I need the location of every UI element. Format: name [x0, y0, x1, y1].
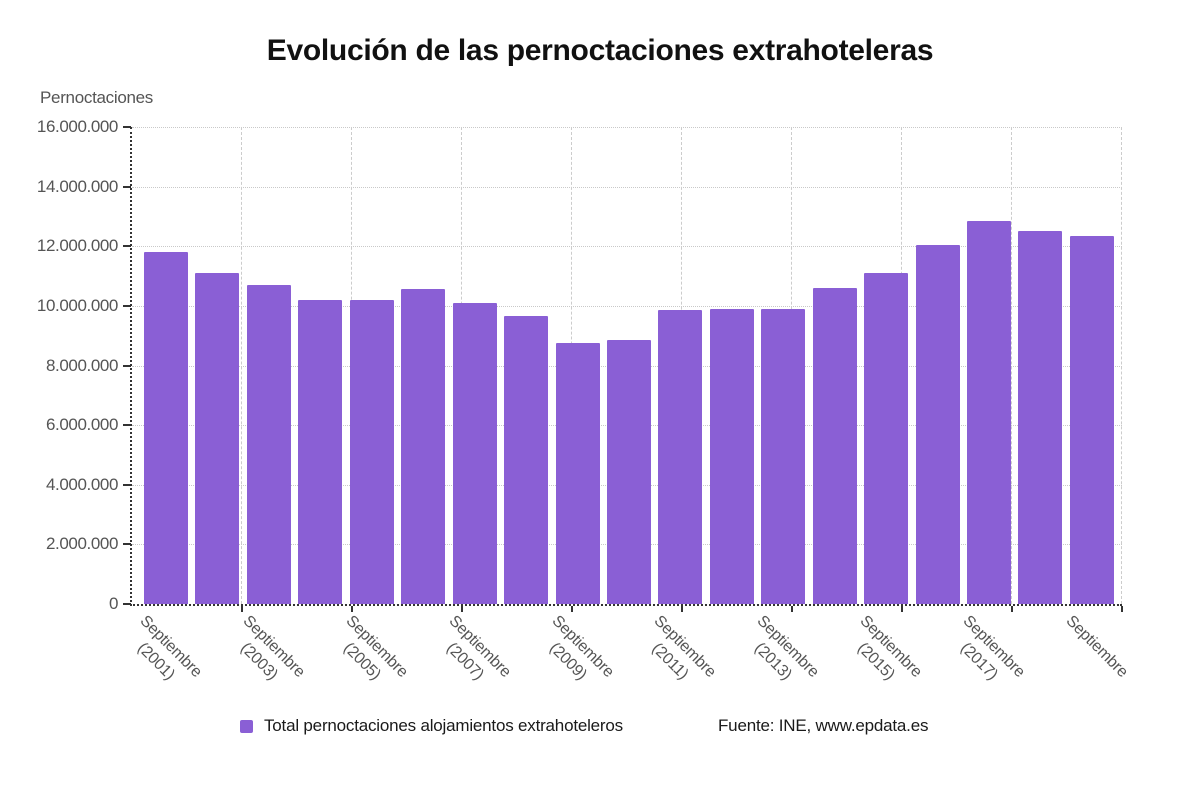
bar-septiembre-2008[interactable]: [504, 316, 549, 604]
x-gridline: [1121, 127, 1122, 604]
x-tick-label: Septiembre (2011): [648, 612, 720, 684]
x-axis-tick: [1121, 606, 1123, 612]
legend-label: Total pernoctaciones alojamientos extrah…: [264, 716, 623, 735]
legend-swatch-icon: [240, 719, 253, 733]
x-tick-label: Septiembre (2009): [545, 612, 617, 684]
bar-septiembre-2003[interactable]: [246, 285, 291, 604]
bar-septiembre-2018[interactable]: [1018, 231, 1063, 604]
y-tick-label: 2.000.000: [45, 534, 118, 554]
y-gridline: [132, 305, 1122, 307]
x-tick-label: Septiembre (2003): [236, 612, 308, 684]
y-axis-tick: [123, 304, 131, 307]
x-axis-tick: [461, 606, 463, 612]
x-tick-label: Septiembre (2015): [854, 612, 926, 684]
y-tick-label: 10.000.000: [36, 295, 118, 315]
x-tick-label: Septiembre (2001): [134, 612, 206, 684]
x-gridline: [241, 127, 242, 604]
x-axis-tick: [901, 606, 903, 612]
y-tick-label: 14.000.000: [36, 176, 118, 196]
x-axis-tick: [571, 606, 573, 612]
y-tick-label: 4.000.000: [45, 474, 118, 494]
x-axis-tick: [681, 606, 683, 612]
y-axis-tick: [123, 603, 131, 605]
bar-septiembre-2009[interactable]: [555, 343, 600, 604]
plot-area: [123, 126, 1123, 612]
source-attribution: Fuente: INE, www.epdata.es: [718, 716, 929, 735]
y-gridline: [132, 246, 1122, 248]
x-axis-tick: [1011, 606, 1013, 612]
y-gridline: [132, 186, 1122, 188]
y-axis-tick: [123, 364, 131, 367]
y-axis-title: Pernoctaciones: [40, 88, 153, 107]
x-tick-label: Septiembre: [1062, 612, 1131, 681]
y-tick-label: 16.000.000: [36, 117, 118, 136]
bar-septiembre-2011[interactable]: [658, 310, 703, 604]
x-axis-tick: [241, 606, 243, 612]
x-axis-tick: [791, 606, 793, 612]
bar-septiembre-2015[interactable]: [864, 273, 909, 604]
y-tick-label: 12.000.000: [36, 236, 118, 256]
bar-septiembre-2005[interactable]: [349, 299, 394, 604]
bar-septiembre-2016[interactable]: [915, 244, 960, 604]
bar-septiembre-2019[interactable]: [1069, 235, 1114, 604]
bar-septiembre-2013[interactable]: [761, 308, 806, 604]
x-gridline: [1011, 127, 1012, 604]
bar-septiembre-2012[interactable]: [709, 308, 754, 604]
bar-septiembre-2007[interactable]: [452, 302, 497, 604]
bar-septiembre-2006[interactable]: [401, 289, 446, 604]
y-axis-tick: [123, 245, 131, 248]
legend-item-total-pernoctaciones[interactable]: Total pernoctaciones alojamientos extrah…: [240, 716, 623, 736]
x-tick-label: Septiembre (2007): [442, 612, 514, 684]
x-tick-label: Septiembre (2017): [957, 612, 1029, 684]
x-tick-label: Septiembre (2005): [339, 612, 411, 684]
y-axis-tick: [123, 543, 131, 546]
y-tick-label: 0: [108, 594, 118, 613]
y-axis-tick: [123, 126, 131, 128]
y-axis-tick: [123, 185, 131, 188]
bar-septiembre-2017[interactable]: [967, 220, 1012, 604]
x-tick-label: Septiembre (2013): [751, 612, 823, 684]
y-tick-label: 8.000.000: [45, 355, 118, 375]
bar-septiembre-2004[interactable]: [298, 299, 343, 604]
x-axis-tick: [351, 606, 353, 612]
y-axis-tick: [123, 424, 131, 427]
bar-septiembre-2001[interactable]: [144, 252, 188, 604]
bar-septiembre-2010[interactable]: [606, 340, 651, 604]
bar-septiembre-2014[interactable]: [812, 288, 857, 604]
y-axis-tick: [123, 483, 131, 486]
chart-title: Evolución de las pernoctaciones extrahot…: [266, 34, 934, 67]
y-gridline: [132, 127, 1122, 128]
y-tick-label: 6.000.000: [45, 415, 118, 435]
bar-septiembre-2002[interactable]: [195, 273, 240, 604]
